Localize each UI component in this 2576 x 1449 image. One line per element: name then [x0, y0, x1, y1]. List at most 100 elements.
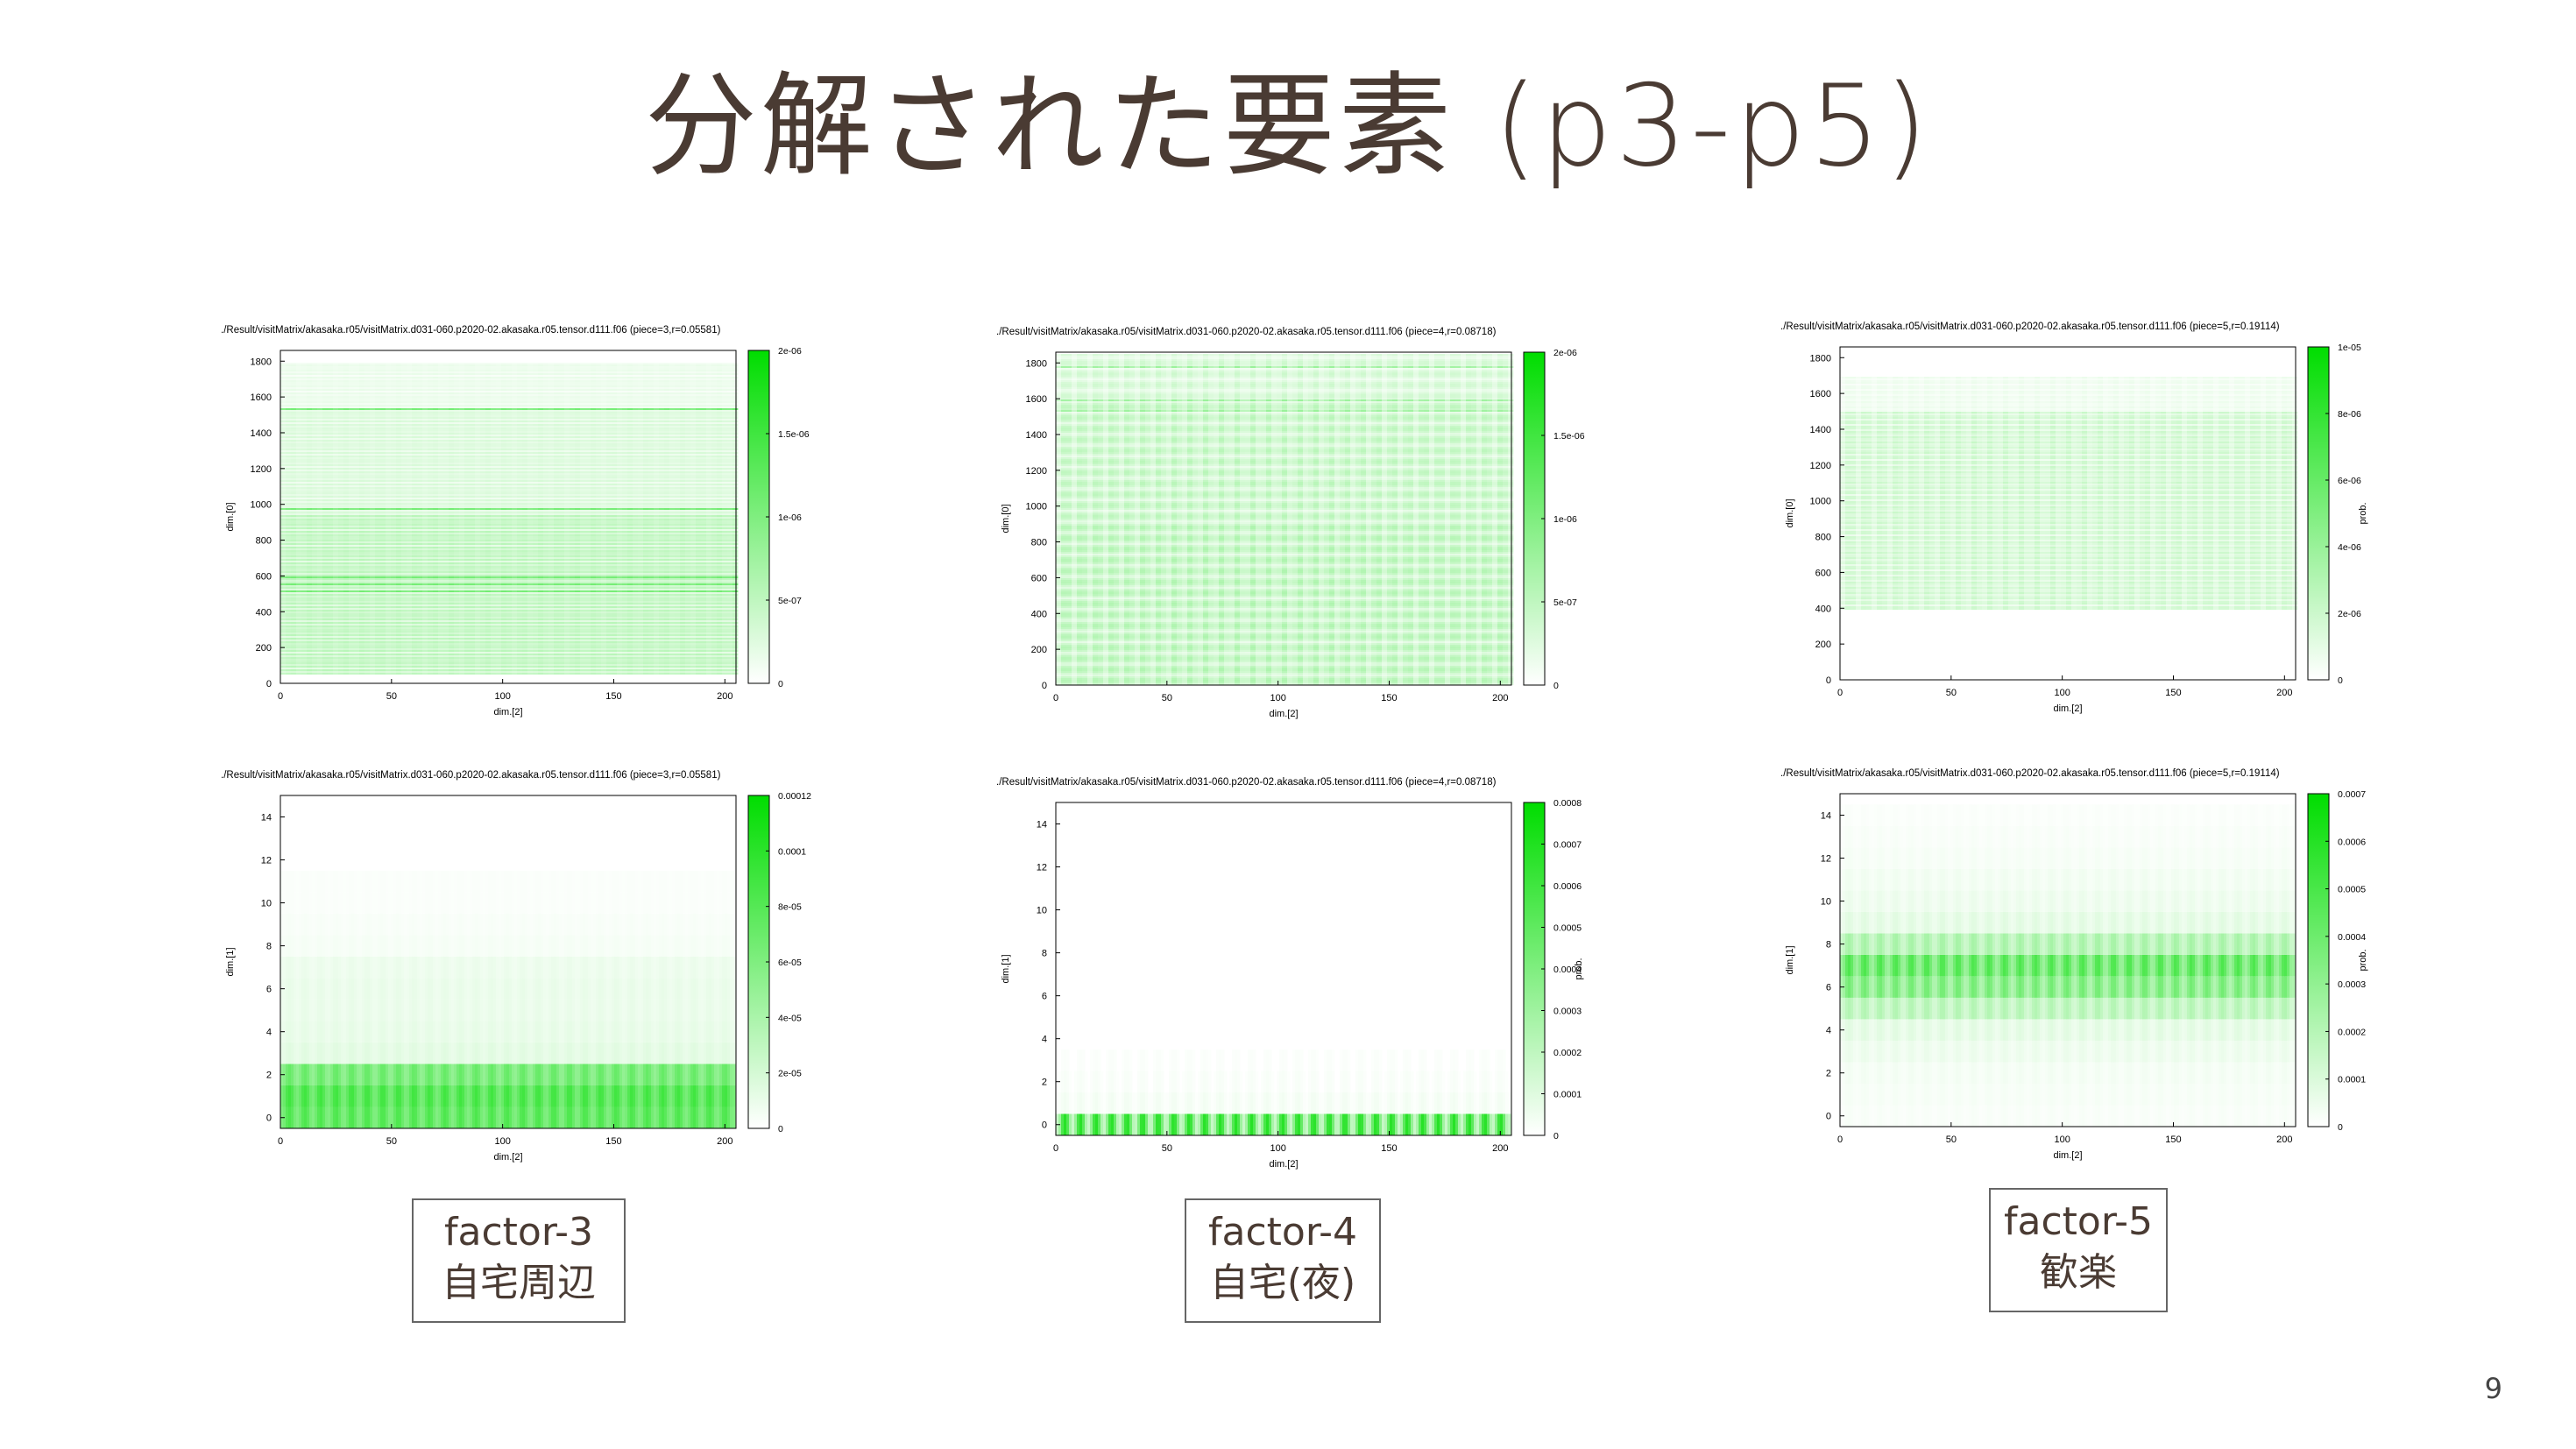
- heatmap-cell: [669, 449, 676, 450]
- heatmap-cell: [612, 406, 618, 408]
- heatmap-cell: [706, 454, 712, 456]
- heatmap-cell: [711, 417, 718, 419]
- heatmap-cell: [643, 405, 649, 406]
- heatmap-cell: [664, 443, 670, 445]
- heatmap-cell: [580, 440, 586, 442]
- heatmap-cell: [470, 452, 476, 454]
- heatmap-cell: [307, 436, 313, 438]
- heatmap-cell: [506, 428, 513, 429]
- heatmap-cell: [438, 459, 444, 461]
- heatmap-cell: [690, 392, 697, 394]
- heatmap-cell: [690, 435, 697, 436]
- heatmap-cell: [559, 389, 565, 391]
- heatmap-cell: [401, 447, 407, 449]
- heatmap-cell: [570, 385, 576, 387]
- heatmap-cell: [312, 410, 318, 412]
- heatmap-cell: [570, 422, 576, 424]
- heatmap-cell: [701, 433, 707, 435]
- heatmap-cell: [512, 387, 518, 389]
- heatmap-cell: [517, 392, 523, 394]
- heatmap-cell: [680, 392, 686, 394]
- heatmap-cell: [396, 415, 402, 417]
- heatmap-cell: [454, 461, 460, 463]
- heatmap-cell: [380, 375, 386, 377]
- heatmap-cell: [470, 410, 476, 412]
- heatmap-cell: [696, 371, 702, 373]
- heatmap-cell: [727, 371, 733, 373]
- heatmap-cell: [470, 380, 476, 382]
- heatmap-cell: [312, 398, 318, 399]
- heatmap-cell: [675, 421, 681, 422]
- heatmap-cell: [675, 456, 681, 457]
- heatmap-cell: [680, 424, 686, 426]
- heatmap-cell: [570, 364, 576, 366]
- heatmap-cell: [575, 433, 581, 435]
- heatmap-cell: [591, 459, 597, 461]
- heatmap-cell: [538, 396, 544, 398]
- heatmap-cell: [664, 378, 670, 380]
- heatmap-cell: [585, 380, 591, 382]
- heatmap-cell: [401, 424, 407, 426]
- heatmap-cell: [664, 380, 670, 382]
- heatmap-cell: [669, 398, 676, 399]
- heatmap-cell: [506, 454, 513, 456]
- heatmap-cell: [459, 413, 465, 415]
- heatmap-cell: [475, 450, 481, 452]
- heatmap-cell: [654, 410, 660, 412]
- heatmap-cell: [554, 431, 560, 433]
- heatmap-cell: [564, 410, 570, 412]
- heatmap-cell: [407, 415, 413, 417]
- heatmap-cell: [433, 364, 439, 366]
- heatmap-cell: [627, 384, 633, 385]
- heatmap-cell: [732, 424, 739, 426]
- heatmap-cell: [596, 398, 602, 399]
- heatmap-cell: [690, 370, 697, 371]
- heatmap-cell: [354, 382, 360, 384]
- heatmap-cell: [396, 391, 402, 392]
- heatmap-cell: [438, 424, 444, 426]
- heatmap-cell: [354, 454, 360, 456]
- heatmap-cell: [622, 368, 628, 370]
- heatmap-cell: [333, 373, 339, 375]
- heatmap-cell: [417, 389, 423, 391]
- heatmap-cell: [512, 391, 518, 392]
- heatmap-cell: [538, 394, 544, 396]
- heatmap-cell: [548, 371, 555, 373]
- heatmap-cell: [349, 461, 355, 463]
- heatmap-cell: [601, 417, 607, 419]
- heatmap-cell: [648, 429, 655, 431]
- heatmap-cell: [638, 363, 644, 364]
- heatmap-cell: [312, 406, 318, 408]
- heatmap-cell: [538, 387, 544, 389]
- heatmap-cell: [412, 394, 418, 396]
- heatmap-cell: [322, 401, 329, 403]
- heatmap-cell: [701, 435, 707, 436]
- heatmap-cell: [301, 415, 308, 417]
- heatmap-cell: [664, 445, 670, 447]
- heatmap-cell: [470, 373, 476, 375]
- heatmap-cell: [711, 456, 718, 457]
- heatmap-cell: [627, 422, 633, 424]
- heatmap-cell: [438, 456, 444, 457]
- heatmap-cell: [343, 371, 350, 373]
- heatmap-cell: [522, 442, 528, 443]
- heatmap-cell: [428, 440, 434, 442]
- heatmap-cell: [591, 413, 597, 415]
- heatmap-cell: [643, 401, 649, 403]
- heatmap-cell: [496, 378, 502, 380]
- heatmap-cell: [354, 394, 360, 396]
- heatmap-cell: [317, 403, 323, 405]
- heatmap-cell: [643, 389, 649, 391]
- heatmap-cell: [364, 401, 371, 403]
- heatmap-cell: [506, 459, 513, 461]
- heatmap-cell: [391, 371, 397, 373]
- heatmap-cell: [596, 394, 602, 396]
- heatmap-cell: [606, 377, 612, 378]
- heatmap-cell: [685, 433, 691, 435]
- heatmap-cell: [664, 412, 670, 413]
- heatmap-cell: [696, 412, 702, 413]
- heatmap-cell: [343, 394, 350, 396]
- heatmap-cell: [732, 435, 739, 436]
- heatmap-cell: [685, 443, 691, 445]
- heatmap-cell: [375, 371, 381, 373]
